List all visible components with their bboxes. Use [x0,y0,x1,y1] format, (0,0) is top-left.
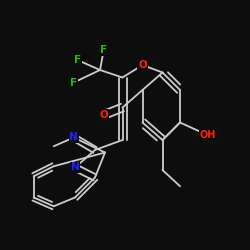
Text: N: N [71,162,80,172]
Text: OH: OH [199,130,216,140]
Text: N: N [70,132,78,142]
Text: F: F [70,78,77,88]
Text: O: O [100,110,108,120]
Text: F: F [100,45,107,55]
Text: O: O [138,60,147,70]
Text: F: F [74,55,81,65]
